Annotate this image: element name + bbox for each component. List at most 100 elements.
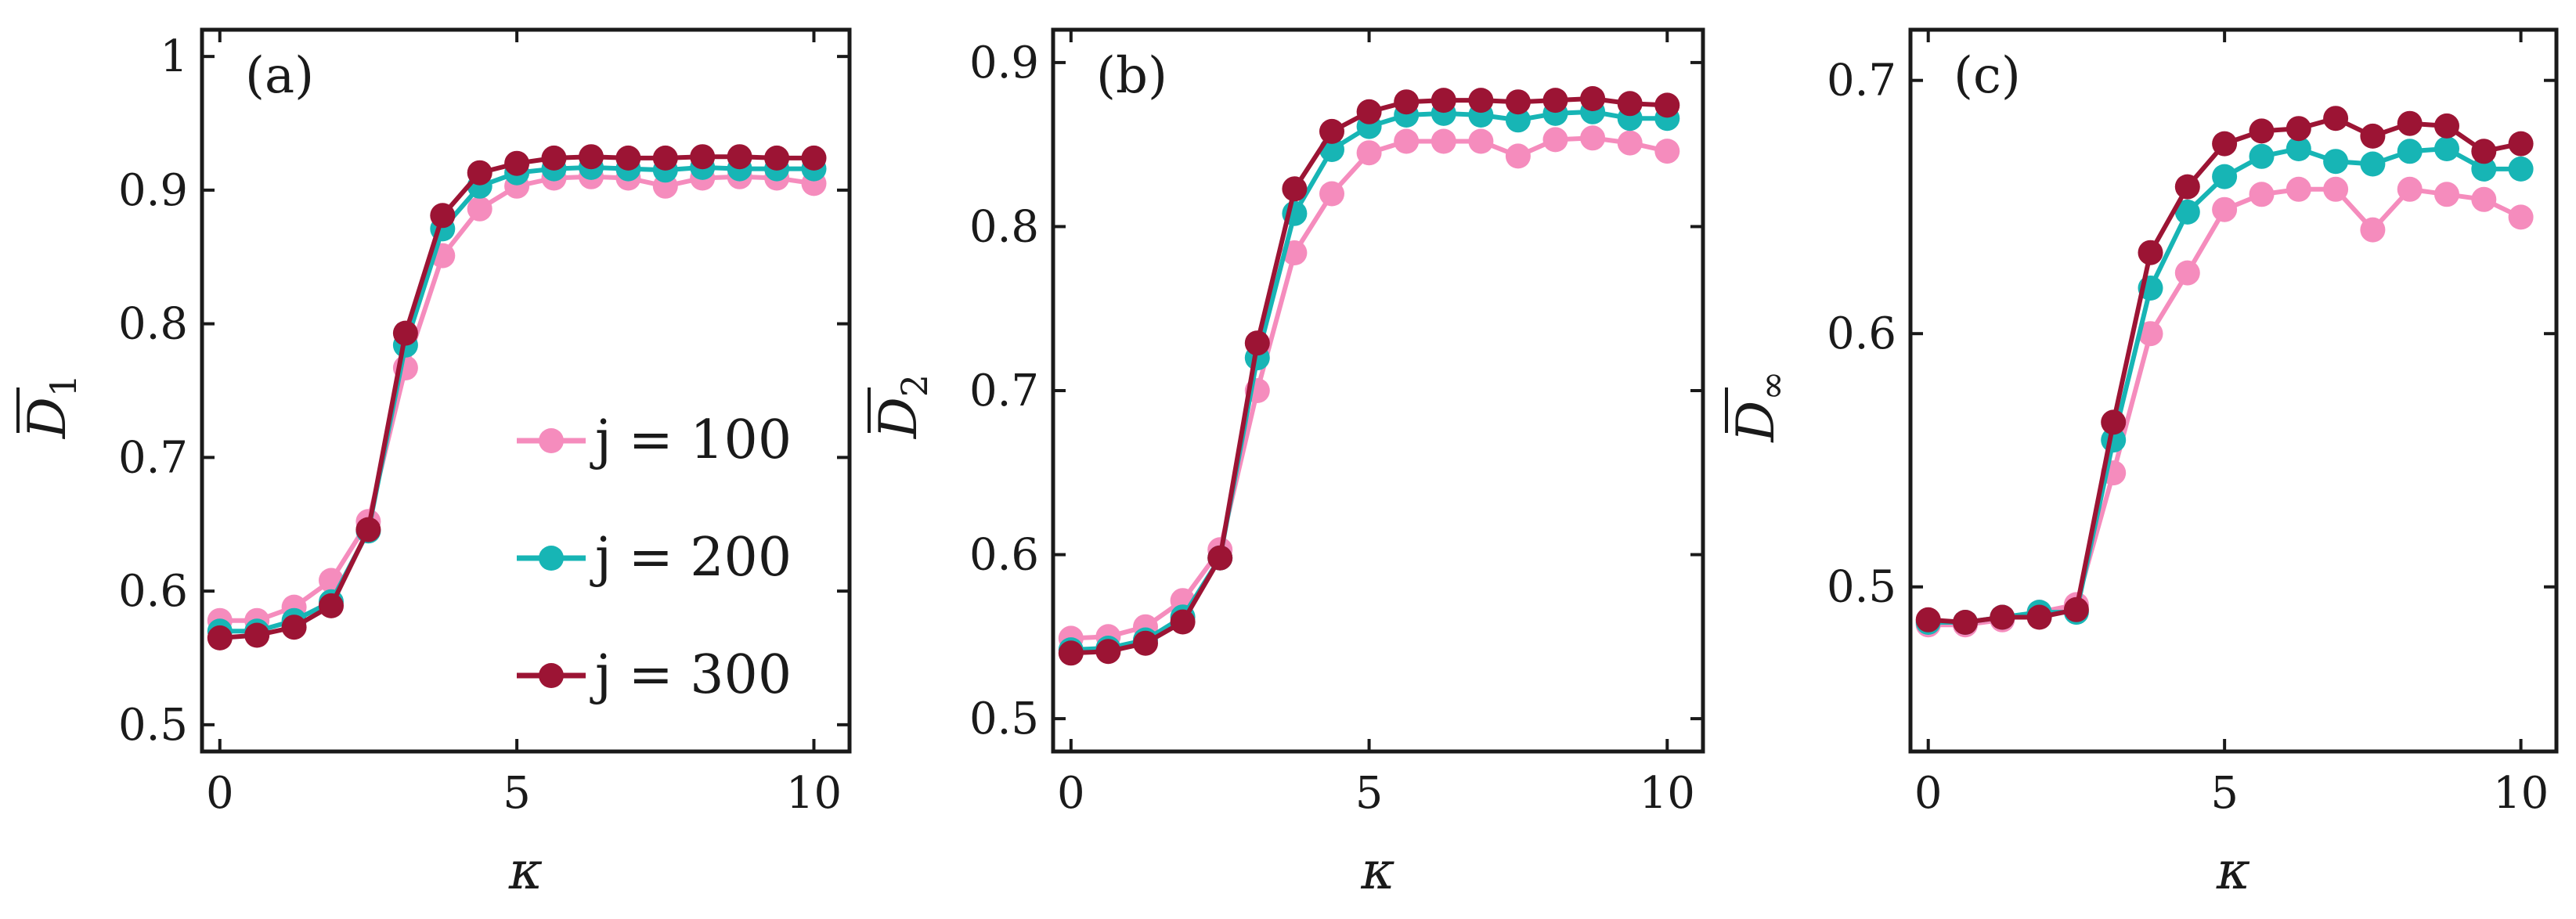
x-tick-label: 10 [2493,768,2549,819]
data-point-j100 [2508,204,2534,230]
y-tick-label: 0.5 [118,700,188,751]
y-axis-label: D1 [16,374,85,439]
y-tick-label: 0.7 [1827,56,1896,106]
series-j300 [1058,86,1680,666]
data-point-j300 [2434,113,2459,139]
data-point-j300 [1394,89,1420,115]
data-point-j300 [652,145,678,171]
y-tick-label: 0.5 [1827,562,1896,613]
y-axis-label-subscript: 2 [893,374,936,397]
data-point-j100 [2174,260,2200,286]
series-j100 [1915,176,2534,638]
data-point-j100 [1319,181,1344,207]
data-point-j200 [2212,164,2238,189]
data-point-j300 [615,145,641,171]
y-tick-label: 0.9 [118,165,188,216]
data-point-j100 [2471,186,2497,212]
data-point-j300 [2174,174,2200,200]
x-tick-label: 0 [1914,768,1943,819]
x-axis-label: κ [508,841,543,901]
data-point-j300 [2026,604,2052,630]
panel-b: 0 5 10 0.5 0.6 0.7 0.8 0.9 κ D2 (b) [868,27,1705,901]
data-point-j200 [2434,136,2459,161]
data-point-j300 [2286,116,2311,142]
data-point-j300 [1468,88,1494,114]
y-tick-label: 0.7 [969,366,1039,416]
series-j200 [1058,99,1680,663]
y-tick-label: 0.8 [118,299,188,350]
data-point-j100 [1617,130,1643,156]
x-tick-label: 5 [503,768,531,819]
data-point-j100 [1468,128,1494,154]
data-point-j300 [1244,330,1270,356]
series-line-j100 [1070,135,1668,641]
series-line-j200 [1070,109,1668,653]
data-point-j200 [2471,156,2497,182]
data-point-j300 [430,203,456,229]
data-point-j300 [2360,123,2386,149]
data-point-j300 [1617,91,1643,117]
data-point-j100 [1580,125,1606,151]
data-point-j100 [1356,140,1382,166]
data-point-j300 [244,622,270,648]
legend-entry-j100: j = 100 [517,409,792,471]
legend-marker-j200 [539,546,564,571]
data-point-j300 [2508,131,2534,157]
x-axis-label: κ [1360,841,1394,901]
data-point-j300 [2323,106,2349,132]
x-tick-label: 10 [786,768,842,819]
data-point-j100 [1431,128,1456,154]
panel-tag: (b) [1096,47,1167,105]
data-point-j100 [467,196,492,222]
data-point-j100 [2360,217,2386,243]
data-point-j100 [2434,182,2459,207]
series-j300 [207,144,827,651]
y-axis-label-text: D1 [17,374,85,439]
data-point-j200 [2249,143,2275,169]
y-axis-label-symbol: D [868,397,929,439]
x-tick-label: 5 [2210,768,2239,819]
legend-marker-j100 [539,428,564,453]
data-point-j100 [2138,321,2163,347]
legend: j = 100 j = 200 j = 300 [517,409,792,706]
data-point-j200 [2286,136,2311,161]
series-line-j100 [1928,186,2522,628]
data-point-j100 [1542,127,1568,153]
data-point-j300 [467,160,492,186]
y-tick-label: 0.7 [118,432,188,483]
data-point-j300 [1953,610,1978,635]
y-axis-label-subscript: 1 [42,374,85,397]
data-point-j100 [2249,182,2275,207]
data-point-j300 [504,150,530,176]
data-point-j300 [764,145,790,171]
data-point-j300 [727,144,752,170]
data-point-j200 [2323,149,2349,175]
axes-frame [200,27,852,754]
y-tick-label: 0.6 [118,566,188,617]
series-j100 [1058,125,1680,651]
data-point-j200 [1505,107,1531,133]
y-tick-label: 0.9 [969,38,1039,88]
x-tick-label: 0 [206,768,234,819]
x-tick-label: 5 [1355,768,1384,819]
y-axis-label-text: D∞ [1726,370,1793,442]
data-point-j300 [1654,92,1680,118]
data-point-j300 [1170,609,1196,635]
y-axis-label: D2 [868,374,936,439]
legend-marker-j300 [539,663,564,688]
data-point-j300 [1095,639,1121,665]
data-point-j100 [1394,128,1420,154]
data-point-j300 [2101,409,2127,435]
y-axis-label-text: D2 [868,374,936,439]
y-tick-label: 0.6 [969,530,1039,581]
x-tick-label: 10 [1640,768,1695,819]
data-point-j300 [2249,118,2275,144]
legend-entry-j200: j = 200 [517,527,792,589]
panel-tag: (c) [1954,47,2021,105]
data-point-j300 [1990,604,2015,630]
y-tick-label: 0.5 [969,694,1039,744]
data-point-j100 [2286,176,2311,202]
data-point-j300 [2212,131,2238,157]
